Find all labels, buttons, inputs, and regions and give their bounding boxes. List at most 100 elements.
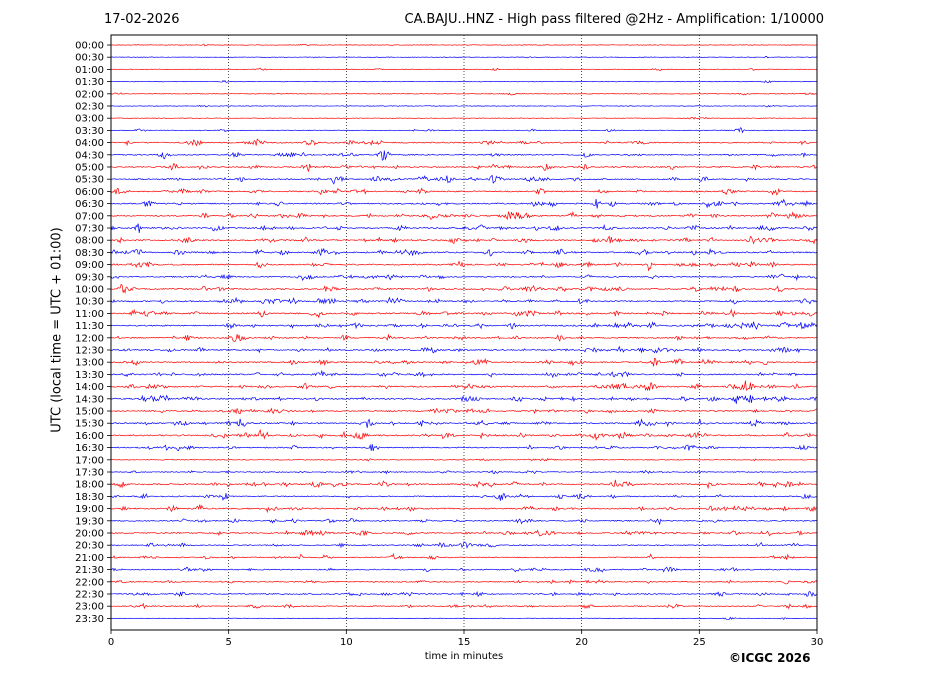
trace-2030	[110, 541, 818, 549]
trace-1030	[110, 296, 818, 305]
y-tick-label: 13:00	[75, 358, 104, 369]
y-tick-label: 21:00	[75, 553, 104, 564]
trace-0830	[110, 247, 818, 257]
trace-2100	[110, 552, 818, 560]
trace-2000	[110, 529, 818, 537]
trace-0200	[110, 92, 818, 96]
y-tick-label: 00:00	[75, 41, 104, 52]
trace-1230	[110, 345, 818, 354]
y-tick-label: 09:30	[75, 272, 104, 283]
y-tick-label: 16:30	[75, 443, 104, 454]
trace-0700	[110, 210, 818, 220]
y-tick-label: 15:00	[75, 407, 104, 418]
trace-1500	[110, 407, 818, 415]
x-tick-label: 25	[693, 637, 706, 648]
y-tick-label: 21:30	[75, 565, 104, 576]
trace-0800	[110, 235, 818, 245]
y-tick-label: 13:30	[75, 370, 104, 381]
trace-0600	[110, 187, 818, 196]
y-tick-label: 04:00	[75, 138, 104, 149]
trace-1200	[110, 333, 818, 342]
trace-1700	[110, 458, 818, 462]
seismic-traces	[110, 43, 818, 621]
plot-frame	[110, 34, 818, 631]
trace-0000	[110, 43, 818, 47]
trace-0130	[110, 80, 818, 84]
trace-0730	[110, 223, 818, 233]
y-tick-label: 17:30	[75, 468, 104, 479]
x-axis-ticks: 0 5 10 15 20 25 30	[108, 630, 824, 648]
x-axis-label: time in minutes	[424, 651, 504, 662]
trace-0330	[110, 127, 818, 134]
y-tick-label: 23:30	[75, 614, 104, 625]
y-tick-label: 02:30	[75, 102, 104, 113]
trace-0500	[110, 163, 818, 173]
trace-2130	[110, 566, 818, 573]
trace-1430	[110, 394, 818, 404]
y-tick-label: 08:30	[75, 248, 104, 259]
trace-0900	[110, 260, 818, 272]
date-label: 17-02-2026	[104, 12, 180, 27]
y-tick-label: 10:30	[75, 297, 104, 308]
y-tick-label: 00:30	[75, 53, 104, 64]
y-tick-label: 04:30	[75, 150, 104, 161]
trace-1600	[110, 429, 818, 441]
trace-0630	[110, 198, 818, 209]
y-tick-label: 16:00	[75, 431, 104, 442]
trace-0530	[110, 174, 818, 185]
y-tick-label: 10:00	[75, 285, 104, 296]
y-tick-label: 18:00	[75, 480, 104, 491]
y-tick-label: 03:30	[75, 126, 104, 137]
y-tick-label: 03:00	[75, 114, 104, 125]
trace-1000	[110, 283, 818, 294]
trace-0030	[110, 56, 818, 59]
trace-0430	[110, 150, 818, 161]
trace-1100	[110, 308, 818, 319]
x-tick-label: 10	[340, 637, 353, 648]
chart-title: CA.BAJU..HNZ - High pass filtered @2Hz -…	[404, 12, 825, 27]
trace-0230	[110, 104, 818, 108]
trace-2200	[110, 579, 818, 585]
y-tick-label: 12:00	[75, 333, 104, 344]
y-tick-label: 14:00	[75, 382, 104, 393]
trace-1130	[110, 321, 818, 331]
grid-lines	[228, 35, 700, 630]
y-axis-label: UTC (local time = UTC + 01:00)	[49, 227, 65, 433]
trace-2330	[110, 616, 818, 621]
trace-0300	[110, 116, 818, 120]
y-tick-label: 22:00	[75, 577, 104, 588]
trace-0100	[110, 67, 818, 71]
y-tick-label: 19:30	[75, 516, 104, 527]
x-tick-label: 15	[458, 637, 471, 648]
y-tick-label: 07:30	[75, 224, 104, 235]
trace-1930	[110, 517, 818, 526]
x-tick-label: 0	[108, 637, 114, 648]
trace-1400	[110, 380, 818, 392]
trace-1800	[110, 479, 818, 490]
y-tick-label: 05:30	[75, 175, 104, 186]
y-tick-label: 19:00	[75, 504, 104, 515]
x-tick-label: 30	[811, 637, 824, 648]
trace-2300	[110, 602, 818, 610]
trace-2230	[110, 590, 818, 598]
y-tick-label: 05:00	[75, 163, 104, 174]
trace-1900	[110, 504, 818, 514]
y-tick-label: 08:00	[75, 236, 104, 247]
trace-0930	[110, 273, 818, 282]
y-tick-label: 06:30	[75, 199, 104, 210]
y-tick-label: 01:00	[75, 65, 104, 76]
y-tick-label: 06:00	[75, 187, 104, 198]
y-tick-label: 15:30	[75, 419, 104, 430]
y-tick-label: 02:00	[75, 89, 104, 100]
trace-1330	[110, 369, 818, 379]
y-tick-label: 20:30	[75, 541, 104, 552]
copyright-label: ©ICGC 2026	[729, 651, 811, 665]
y-tick-label: 18:30	[75, 492, 104, 503]
y-tick-label: 12:30	[75, 346, 104, 357]
y-tick-label: 20:00	[75, 529, 104, 540]
trace-1630	[110, 443, 818, 452]
y-tick-label: 09:00	[75, 260, 104, 271]
trace-1530	[110, 418, 818, 428]
